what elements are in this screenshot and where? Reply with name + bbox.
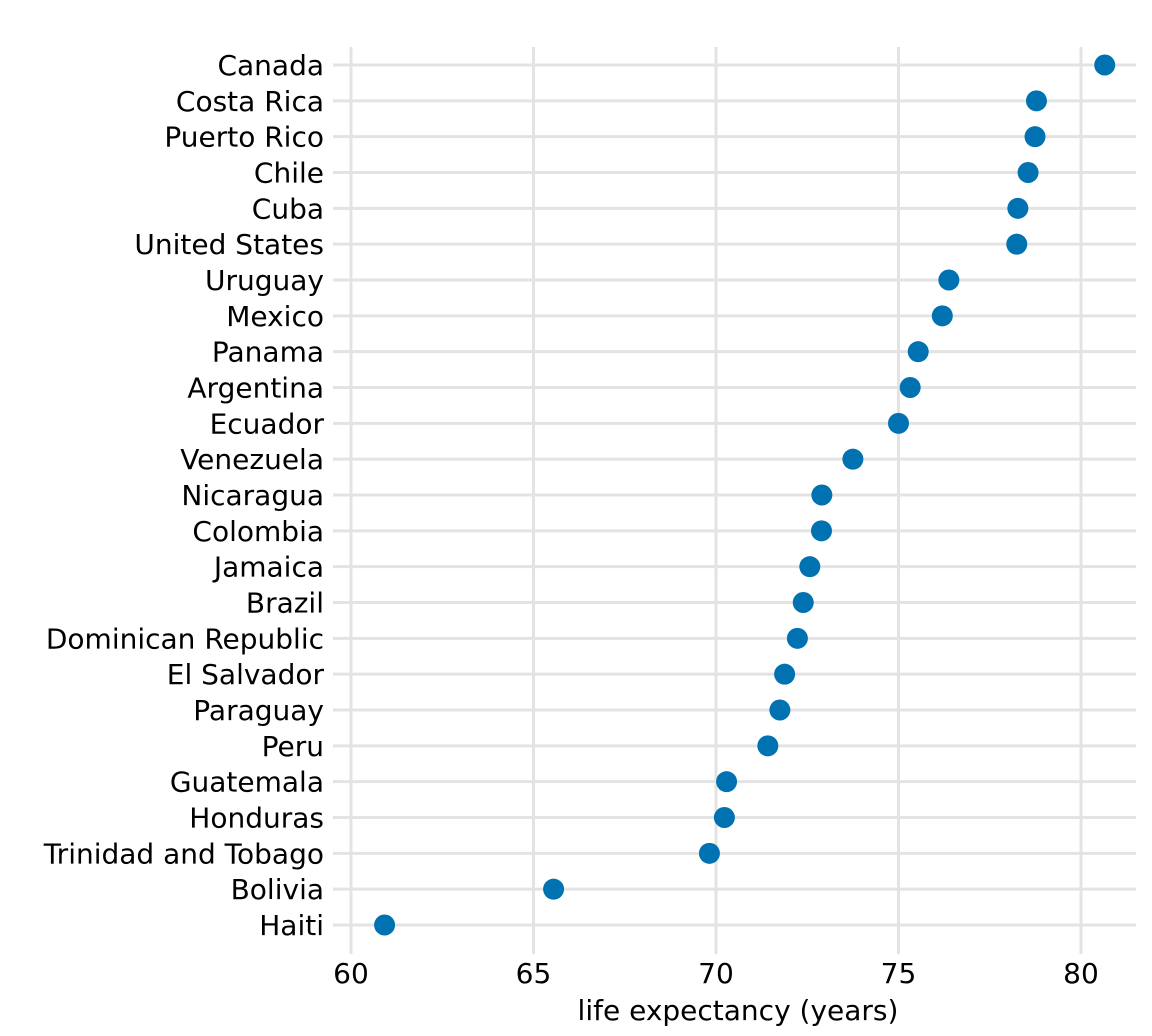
y-tick-label: United States xyxy=(134,228,324,261)
y-tick-label: Argentina xyxy=(187,371,324,404)
y-tick-label: Bolivia xyxy=(231,873,324,906)
data-point xyxy=(374,914,396,936)
data-point xyxy=(1094,54,1116,76)
data-point xyxy=(716,771,738,793)
grid-layer xyxy=(333,47,1136,954)
x-tick-label: 80 xyxy=(1063,957,1099,990)
y-tick-label: Panama xyxy=(212,336,324,369)
data-point xyxy=(543,878,565,900)
data-point xyxy=(938,269,960,291)
y-tick-label: Honduras xyxy=(189,801,324,834)
y-tick-label: Nicaragua xyxy=(181,479,324,512)
x-tick-label: 75 xyxy=(881,957,917,990)
data-point xyxy=(1024,126,1046,148)
data-point xyxy=(774,663,796,685)
x-axis-title: life expectancy (years) xyxy=(578,994,899,1027)
data-point xyxy=(899,376,921,398)
y-tick-label: Puerto Rico xyxy=(164,121,324,154)
y-tick-label: Costa Rica xyxy=(176,85,324,118)
y-tick-label: Trinidad and Tobago xyxy=(43,837,324,870)
data-point xyxy=(810,520,832,542)
y-tick-label: Cuba xyxy=(252,192,324,225)
data-point xyxy=(698,842,720,864)
y-tick-label: Chile xyxy=(254,156,324,189)
data-point xyxy=(1017,161,1039,183)
data-point xyxy=(907,341,929,363)
x-tick-label: 70 xyxy=(698,957,734,990)
data-point xyxy=(786,627,808,649)
y-tick-label: Peru xyxy=(262,730,324,763)
x-tick-label: 65 xyxy=(516,957,552,990)
x-tick-labels: 60 65 70 75 80 xyxy=(333,957,1099,990)
data-point xyxy=(931,305,953,327)
data-point xyxy=(1025,90,1047,112)
y-tick-label: Haiti xyxy=(259,909,324,942)
data-point xyxy=(769,699,791,721)
y-tick-label: Ecuador xyxy=(210,407,325,440)
y-tick-label: Uruguay xyxy=(205,264,324,297)
data-point xyxy=(757,735,779,757)
data-point xyxy=(1006,233,1028,255)
y-tick-label: Canada xyxy=(217,49,324,82)
y-tick-label: Paraguay xyxy=(193,694,324,727)
data-point xyxy=(842,448,864,470)
y-tick-label: Colombia xyxy=(192,515,324,548)
x-tick-label: 60 xyxy=(333,957,369,990)
y-tick-label: Jamaica xyxy=(212,551,324,584)
y-tick-label: Dominican Republic xyxy=(46,622,324,655)
y-tick-label: Brazil xyxy=(246,586,324,619)
data-points xyxy=(374,54,1116,936)
data-point xyxy=(811,484,833,506)
data-point xyxy=(888,412,909,434)
y-tick-label: El Salvador xyxy=(167,658,325,691)
y-tick-label: Venezuela xyxy=(180,443,324,476)
y-tick-label: Mexico xyxy=(226,300,324,333)
y-tick-label: Guatemala xyxy=(170,766,324,799)
data-point xyxy=(1007,197,1029,219)
data-point xyxy=(799,556,821,578)
data-point xyxy=(792,591,814,613)
data-point xyxy=(713,806,735,828)
